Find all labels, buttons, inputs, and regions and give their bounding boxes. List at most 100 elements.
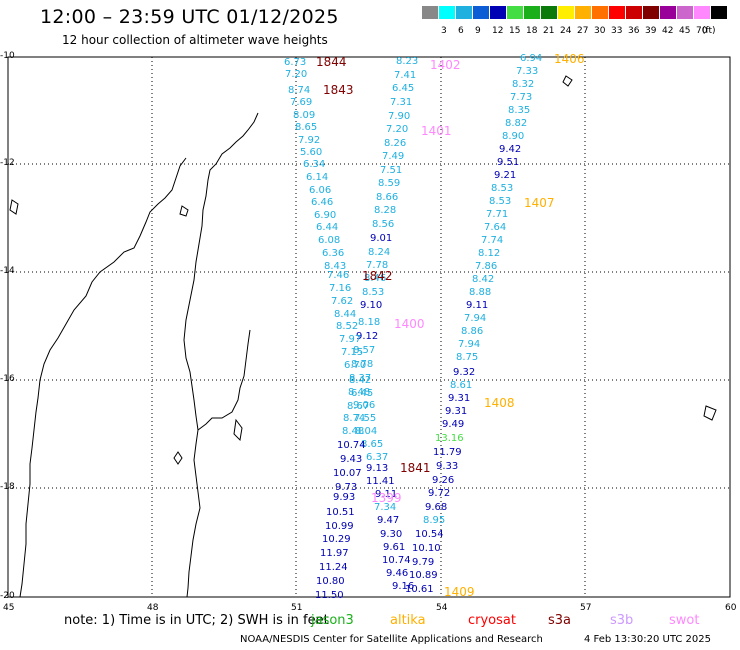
- wave-height-value: 8.56: [372, 219, 395, 230]
- legend-label: 30: [594, 26, 606, 36]
- wave-height-value: 6.45: [392, 83, 415, 94]
- wave-height-value: 9.10: [360, 300, 383, 311]
- island-small-3: [562, 75, 573, 87]
- legend-swatch: [711, 6, 727, 19]
- legend-swatch: [643, 6, 659, 19]
- wave-height-value: 6.36: [322, 248, 345, 259]
- wave-height-value: 11.97: [320, 548, 349, 559]
- wave-height-value: 9.51: [497, 157, 520, 168]
- wave-height-value: 9.21: [494, 170, 517, 181]
- longitude-label: 51: [291, 603, 303, 613]
- wave-height-value: 7.31: [390, 97, 413, 108]
- wave-height-value: 8.61: [450, 380, 473, 391]
- legend-unit: (ft): [702, 26, 716, 36]
- wave-height-value: 11.24: [319, 562, 348, 573]
- island-small-1: [9, 199, 19, 215]
- wave-height-value: 8.74: [343, 413, 366, 424]
- wave-height-value: 7.94: [464, 313, 487, 324]
- wave-height-value: 6.70: [344, 360, 367, 371]
- latitude-label: -16: [0, 374, 15, 384]
- wave-height-value: 10.99: [325, 521, 354, 532]
- legend-swatch: [660, 6, 676, 19]
- wave-height-value: 10.51: [326, 507, 355, 518]
- satellite-label-cryosat: cryosat: [468, 613, 516, 628]
- wave-height-value: 8.74: [288, 85, 311, 96]
- wave-height-value: 8.95: [423, 515, 446, 526]
- wave-height-value: 7.16: [329, 283, 352, 294]
- madagascar-east-inlet: [197, 329, 251, 431]
- satellite-label-s3b: s3b: [610, 613, 634, 628]
- wave-height-value: 8.53: [362, 287, 385, 298]
- wave-height-value: 9.30: [380, 529, 403, 540]
- wave-height-value: 10.10: [412, 543, 441, 554]
- wave-height-value: 7.51: [380, 165, 403, 176]
- legend-label: 45: [679, 26, 691, 36]
- pass-number-label: 1406: [554, 52, 585, 66]
- footer-timestamp: 4 Feb 13:30:20 UTC 2025: [584, 634, 711, 645]
- wave-height-value: 8.35: [508, 105, 531, 116]
- wave-height-value: 10.07: [333, 468, 362, 479]
- wave-height-value: 13.16: [435, 433, 464, 444]
- legend-swatch: [456, 6, 472, 19]
- wave-height-value: 9.49: [442, 419, 465, 430]
- wave-height-value: 7.92: [298, 135, 321, 146]
- legend-label: 36: [628, 26, 640, 36]
- wave-height-value: 9.47: [377, 515, 400, 526]
- latitude-label: -12: [0, 158, 15, 168]
- legend-label: 24: [560, 26, 572, 36]
- wave-height-value: 8.88: [469, 287, 492, 298]
- wave-height-value: 8.32: [512, 79, 535, 90]
- wave-height-value: 8.42: [472, 274, 495, 285]
- wave-height-value: 8.12: [478, 248, 501, 259]
- wave-height-value: 10.54: [415, 529, 444, 540]
- map-frame: [7, 56, 731, 598]
- wave-height-value: 9.61: [383, 542, 406, 553]
- wave-height-value: 9.93: [333, 492, 356, 503]
- wave-height-value: 7.94: [458, 339, 481, 350]
- legend-swatch: [609, 6, 625, 19]
- wave-height-value: 9.79: [412, 557, 435, 568]
- pass-number-label: 1400: [394, 317, 425, 331]
- legend-swatch: [694, 6, 710, 19]
- wave-height-value: 9.26: [432, 475, 455, 486]
- wave-height-value: 8.90: [502, 131, 525, 142]
- wave-height-value: 9.01: [370, 233, 393, 244]
- legend-swatch: [541, 6, 557, 19]
- latitude-label: -20: [0, 591, 15, 601]
- wave-height-value: 7.64: [484, 222, 507, 233]
- island-mauritius: [703, 405, 717, 421]
- footer-credit: NOAA/NESDIS Center for Satellite Applica…: [240, 634, 543, 645]
- wave-height-value: 8.09: [293, 110, 316, 121]
- longitude-label: 48: [147, 603, 159, 613]
- longitude-label: 45: [3, 603, 15, 613]
- pass-number-label: 1841: [400, 461, 431, 475]
- wave-height-value: 9.06: [353, 400, 376, 411]
- wave-height-value: 7.62: [331, 296, 354, 307]
- legend-swatch: [439, 6, 455, 19]
- satellite-label-altika: altika: [390, 613, 426, 628]
- wave-height-value: 7.34: [374, 502, 397, 513]
- wave-height-value: 8.53: [489, 196, 512, 207]
- wave-height-value: 8.44: [334, 309, 357, 320]
- wave-height-value: 9.68: [425, 502, 448, 513]
- wave-height-value: 11.41: [366, 476, 395, 487]
- legend-swatch: [507, 6, 523, 19]
- wave-height-value: 8.18: [358, 317, 381, 328]
- wave-height-value: 6.37: [366, 452, 389, 463]
- wave-height-value: 11.50: [315, 590, 344, 601]
- wave-height-value: 8.48: [342, 426, 365, 437]
- wave-height-value: 8.53: [491, 183, 514, 194]
- madagascar-coastline: [183, 112, 259, 598]
- wave-height-value: 9.31: [448, 393, 471, 404]
- legend-label: 33: [611, 26, 623, 36]
- wave-height-value: 6.14: [306, 172, 329, 183]
- island-sainte-marie: [233, 418, 243, 442]
- wave-height-value: 6.73: [284, 57, 307, 68]
- latitude-label: -14: [0, 266, 15, 276]
- pass-number-label: 1402: [430, 58, 461, 72]
- wave-height-value: 9.11: [375, 489, 398, 500]
- wave-height-value: 8.46: [364, 273, 387, 284]
- legend-label: 9: [475, 26, 481, 36]
- wave-height-value: 9.43: [340, 454, 363, 465]
